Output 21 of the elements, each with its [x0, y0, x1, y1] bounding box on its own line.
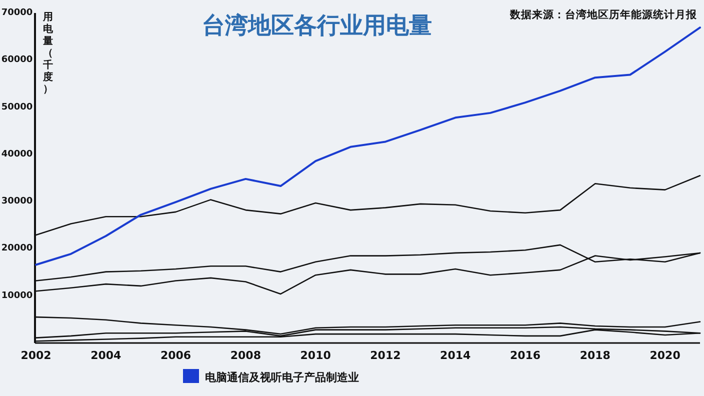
y-tick-label: 50000: [1, 102, 33, 112]
y-tick-label: 20000: [1, 244, 33, 254]
y-tick-label: 30000: [1, 196, 33, 207]
y-tick-label: 70000: [1, 8, 33, 18]
x-tick-label: 2016: [510, 349, 541, 362]
y-tick-label: 60000: [1, 55, 33, 66]
x-tick-label: 2012: [370, 349, 401, 362]
x-tick-label: 2002: [20, 349, 52, 362]
x-tick-label: 2018: [580, 349, 610, 362]
y-tick-label: 40000: [1, 149, 33, 160]
x-tick-label: 2006: [160, 349, 192, 362]
x-tick-label: 2010: [300, 349, 332, 362]
x-tick-label: 2020: [650, 349, 681, 362]
legend-label: 电脑通信及视听电子产品制造业: [205, 371, 359, 384]
y-axis-title: 用电量（千度）: [42, 12, 54, 95]
x-tick-label: 2004: [90, 349, 122, 362]
y-tick-label: 10000: [1, 290, 33, 301]
x-tick-label: 2014: [440, 349, 472, 362]
x-tick-label: 2008: [230, 349, 261, 362]
annotation: 数据来源：台湾地区历年能源统计月报: [509, 8, 698, 21]
chart-title: 台湾地区各行业用电量: [202, 12, 432, 39]
